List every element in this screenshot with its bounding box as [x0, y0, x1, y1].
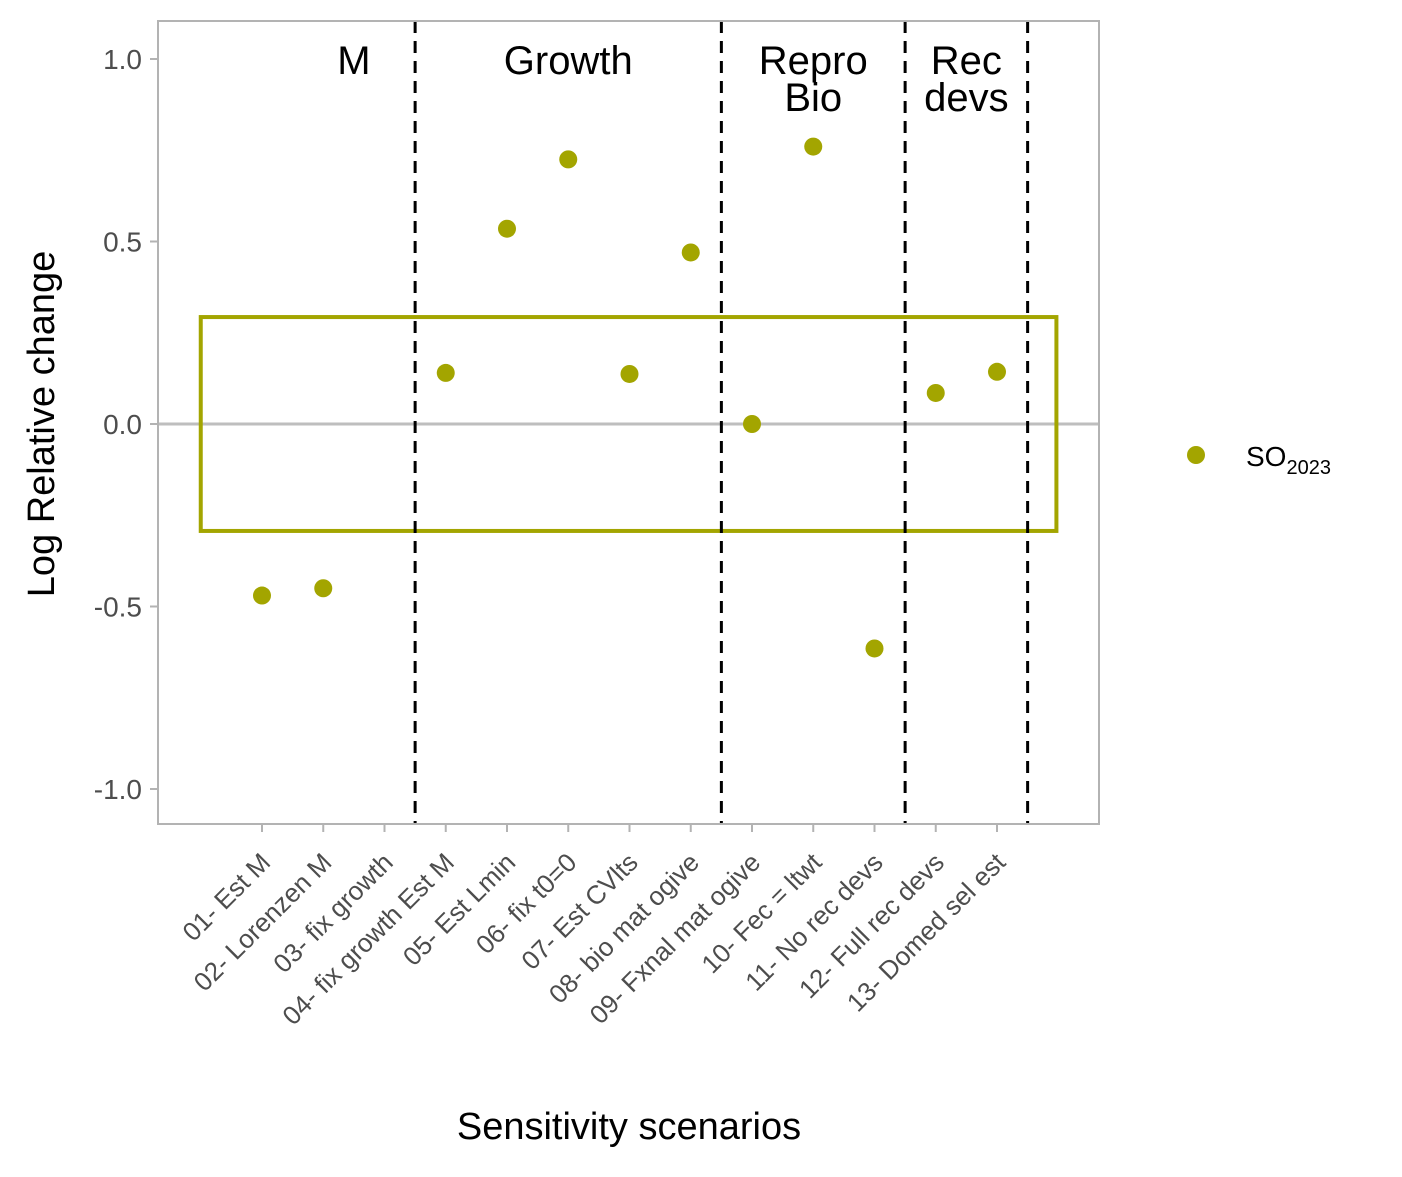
- axes-layer: 1.00.50.0-0.5-1.001- Est M02- Lorenzen M…: [94, 20, 1100, 1031]
- data-point-4: [436, 363, 455, 382]
- group-label-1-line-1: M: [337, 39, 370, 83]
- legend-label-subscript: 2023: [1286, 457, 1331, 479]
- legend-label-base: SO: [1246, 441, 1286, 472]
- group-label-4-line-1: Rec: [931, 39, 1002, 83]
- guide-layer: [158, 21, 1099, 824]
- data-point-10: [804, 137, 823, 156]
- data-point-1: [253, 586, 271, 605]
- x-axis-title: Sensitivity scenarios: [457, 1106, 801, 1148]
- legend-key-point: [1187, 446, 1205, 464]
- y-tick-label-4: -0.5: [94, 592, 142, 623]
- y-axis-title: Log Relative change: [21, 251, 63, 597]
- y-tick-label-2: 0.5: [103, 227, 142, 258]
- data-point-6: [559, 150, 578, 169]
- group-label-3-line-1: Repro: [759, 39, 868, 83]
- group-label-2-line-1: Growth: [504, 39, 633, 83]
- threshold-band: [198, 315, 1059, 533]
- data-point-13: [988, 362, 1006, 381]
- data-point-8: [681, 243, 700, 262]
- data-point-11: [865, 639, 884, 658]
- y-tick-label-5: -1.0: [94, 774, 142, 805]
- points-layer: [253, 137, 1006, 658]
- data-point-7: [620, 364, 639, 383]
- data-point-12: [926, 383, 945, 402]
- group-label-4-line-2: devs: [924, 76, 1009, 120]
- data-point-5: [498, 219, 516, 238]
- data-point-9: [743, 415, 761, 433]
- y-tick-label-1: 1.0: [103, 44, 142, 75]
- legend: SO2023: [1187, 441, 1331, 479]
- y-tick-label-3: 0.0: [103, 409, 142, 440]
- group-label-3-line-2: Bio: [784, 76, 842, 120]
- legend-label-so2023: SO2023: [1246, 441, 1331, 479]
- data-point-2: [314, 579, 333, 598]
